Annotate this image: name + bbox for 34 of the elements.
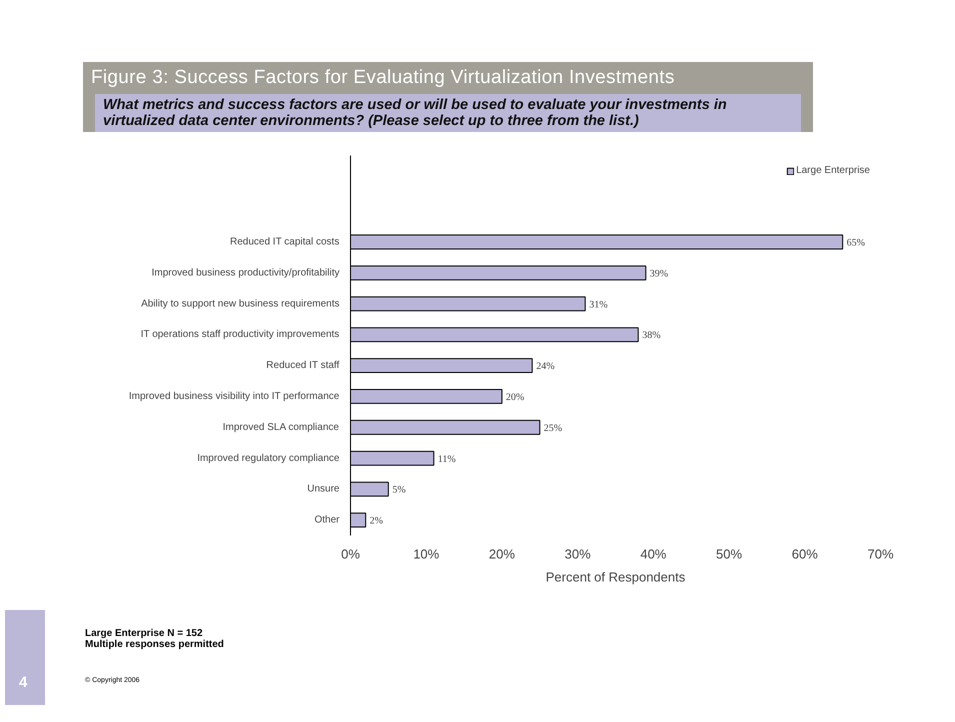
x-tick-label: 50% xyxy=(716,546,743,562)
y-tick-label: Ability to support new business requirements xyxy=(141,298,340,310)
x-tick-label: 70% xyxy=(867,546,894,562)
text: 24% xyxy=(536,361,555,372)
x-tick-label: 10% xyxy=(413,546,440,562)
y-tick-label: Improved SLA compliance xyxy=(222,422,340,433)
y-tick-label: Improved regulatory compliance xyxy=(197,452,340,464)
text: Large Enterprise N = 152 Multiple responses permitted xyxy=(85,628,225,650)
text: 20% xyxy=(506,392,524,403)
y-tick-label: Improved business productivity/profitability xyxy=(152,267,340,278)
chart-subtitle: What metrics and success factors are used or will be used to evaluate your investments in virtualized data center environments? (Please select up to three from the list.) xyxy=(95,94,801,132)
chart-title: Figure 3: Success Factors for Evaluating Virtualization Investments xyxy=(90,66,676,90)
text: 31% xyxy=(589,299,608,310)
text: 5% xyxy=(392,484,406,496)
text: 38% xyxy=(642,330,661,342)
x-tick-label: 20% xyxy=(488,546,516,562)
text: 4 xyxy=(5,610,45,705)
x-tick-label: 30% xyxy=(564,546,592,562)
x-tick-label: 40% xyxy=(640,546,667,562)
x-tick-label: 0% xyxy=(341,546,360,562)
text: 39% xyxy=(650,268,668,280)
text: 2% xyxy=(370,516,383,527)
text: 65% xyxy=(846,238,865,249)
x-tick-label: 60% xyxy=(792,546,818,562)
y-tick-label: Other xyxy=(314,514,340,526)
y-tick-label: Reduced IT capital costs xyxy=(230,236,340,248)
y-tick-label: IT operations staff productivity improvements xyxy=(140,329,340,340)
y-tick-label: Reduced IT staff xyxy=(266,360,340,372)
x-axis-title: Percent of Respondents xyxy=(546,570,686,584)
text: 11% xyxy=(438,454,456,465)
y-tick-label: Improved business visibility into IT performance xyxy=(128,390,340,402)
text: 25% xyxy=(544,422,562,434)
legend-label: Large Enterprise xyxy=(796,165,870,176)
y-tick-label: Unsure xyxy=(307,484,340,495)
